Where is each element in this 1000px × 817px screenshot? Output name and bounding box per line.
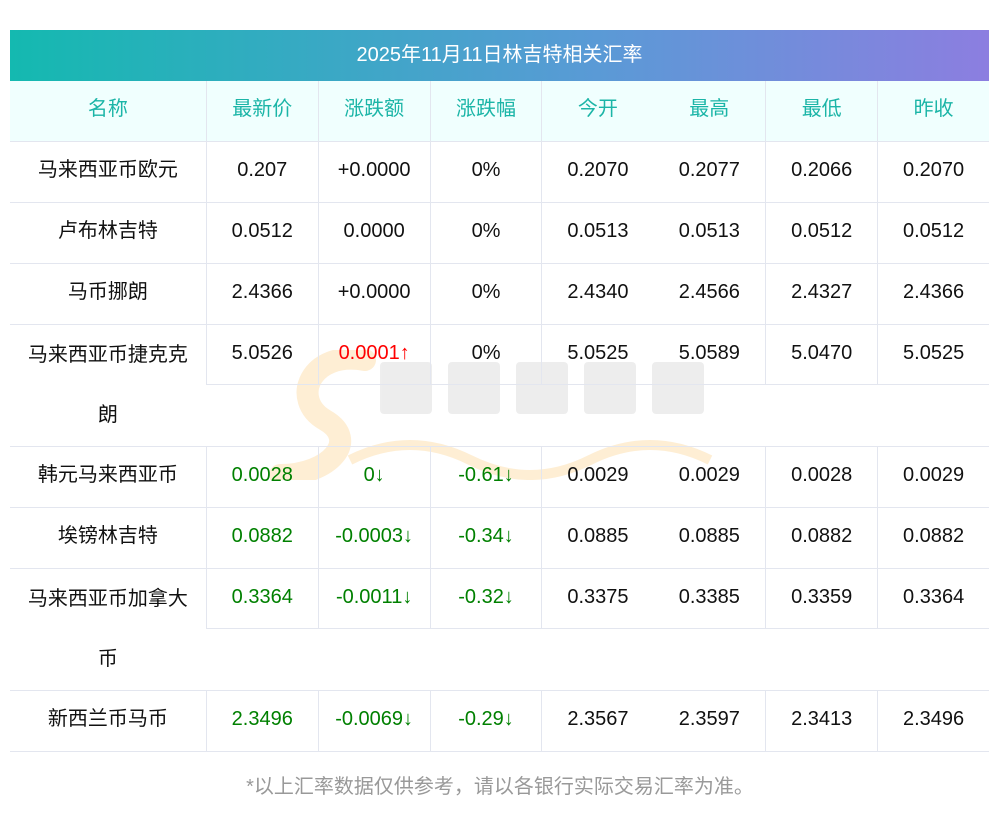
- cell-low: 0.0512: [765, 203, 877, 263]
- column-header: 最低: [765, 81, 877, 141]
- cell-prev: 0.0029: [877, 447, 989, 507]
- cell-low: 0.0028: [765, 447, 877, 507]
- table-header: 名称 最新价 涨跌额 涨跌幅 今开 最高 最低 昨收: [10, 81, 989, 142]
- cell-high: 2.3597: [678, 708, 740, 730]
- cell-latest: 2.4366: [205, 264, 318, 324]
- cell-change: 0↓: [317, 447, 430, 507]
- table-title: 2025年11月11日林吉特相关汇率: [10, 30, 989, 81]
- currency-pair-name: 韩元马来西亚币: [37, 464, 178, 486]
- cell-change: +0.0000: [317, 142, 430, 202]
- cell-prev: 0.0512: [877, 203, 989, 263]
- table-row: 马来西亚币捷克克朗 5.0526 0.0001↑ 0% 5.0525 5.0589 5.04…: [10, 325, 990, 447]
- table-row: 马币挪朗 2.4366 +0.0000 0% 2.4340 2.4566 2.4327 2.4…: [10, 264, 989, 325]
- cell-pct: -0.29↓: [429, 691, 542, 751]
- cell-pct: 0%: [429, 203, 542, 263]
- currency-pair-name: 马来西亚币加拿大币: [27, 588, 188, 670]
- cell-prev: 5.0525: [877, 325, 990, 385]
- cell-pct: -0.34↓: [429, 508, 542, 568]
- cell-pct: 0%: [429, 325, 542, 385]
- column-header: 今开: [541, 81, 653, 141]
- cell-change: +0.0000: [317, 264, 430, 324]
- cell-pct: -0.32↓: [429, 569, 542, 629]
- cell-open: 0.3375: [541, 569, 654, 629]
- cell-low: 2.3413: [765, 691, 877, 751]
- table-row: 韩元马来西亚币 0.0028 0↓ -0.61↓ 0.0029 0.0029 0.0028 0…: [10, 447, 989, 508]
- rates-table: 名称 最新价 涨跌额 涨跌幅 今开 最高 最低 昨收 马来西亚币欧元 0.207 +0.0000 0…: [10, 81, 990, 752]
- cell-low: 2.4327: [765, 264, 877, 324]
- cell-open: 5.0525: [541, 325, 654, 385]
- cell-prev: 2.3496: [877, 691, 989, 751]
- cell-high: 0.3385: [653, 569, 766, 629]
- cell-open: 0.0029: [541, 447, 653, 507]
- cell-latest: 0.0882: [205, 508, 318, 568]
- cell-change: 0.0000: [317, 203, 430, 263]
- cell-change: -0.0069↓: [317, 691, 430, 751]
- cell-latest: 0.0512: [205, 203, 318, 263]
- cell-low: 5.0470: [765, 325, 878, 385]
- column-header: 涨跌额: [317, 81, 430, 141]
- currency-pair-name: 马来西亚币欧元: [37, 159, 178, 181]
- cell-latest: 0.0028: [205, 447, 318, 507]
- column-header: 涨跌幅: [429, 81, 542, 141]
- cell-high: 0.0513: [678, 220, 740, 242]
- cell-change: -0.0003↓: [317, 508, 430, 568]
- cell-latest: 2.3496: [205, 691, 318, 751]
- cell-latest: 0.3364: [205, 569, 318, 629]
- cell-prev: 2.4366: [877, 264, 989, 324]
- cell-open: 0.0513: [541, 203, 653, 263]
- cell-latest: 5.0526: [205, 325, 318, 385]
- currency-pair-name: 马币挪朗: [67, 281, 148, 303]
- cell-low: 0.3359: [765, 569, 878, 629]
- table-row: 新西兰币马币 2.3496 -0.0069↓ -0.29↓ 2.3567 2.3597 2.…: [10, 691, 989, 752]
- column-header: 昨收: [877, 81, 989, 141]
- cell-high: 5.0589: [653, 325, 766, 385]
- currency-pair-name: 埃镑林吉特: [57, 525, 158, 547]
- cell-prev: 0.3364: [877, 569, 990, 629]
- currency-pair-name: 新西兰币马币: [47, 708, 168, 730]
- cell-high: 2.4566: [678, 281, 740, 303]
- table-row: 马来西亚币欧元 0.207 +0.0000 0% 0.2070 0.2077 0.2066 0…: [10, 142, 989, 203]
- cell-latest: 0.207: [205, 142, 318, 202]
- cell-high: 0.0885: [678, 525, 740, 547]
- cell-pct: -0.61↓: [429, 447, 542, 507]
- column-header: 最高: [689, 98, 730, 120]
- cell-change: 0.0001↑: [317, 325, 430, 385]
- cell-pct: 0%: [429, 264, 542, 324]
- cell-low: 0.2066: [765, 142, 877, 202]
- cell-open: 0.2070: [541, 142, 653, 202]
- column-header: 最新价: [205, 81, 318, 141]
- currency-pair-name: 卢布林吉特: [57, 220, 158, 242]
- cell-open: 2.4340: [541, 264, 653, 324]
- table-row: 卢布林吉特 0.0512 0.0000 0% 0.0513 0.0513 0.0512 0.0…: [10, 203, 989, 264]
- currency-pair-name: 马来西亚币捷克克朗: [27, 344, 188, 426]
- cell-low: 0.0882: [765, 508, 877, 568]
- cell-open: 0.0885: [541, 508, 653, 568]
- cell-change: -0.0011↓: [317, 569, 430, 629]
- table-row: 马来西亚币加拿大币 0.3364 -0.0011↓ -0.32↓ 0.3375 0.338…: [10, 569, 990, 691]
- cell-prev: 0.0882: [877, 508, 989, 568]
- cell-prev: 0.2070: [877, 142, 989, 202]
- disclaimer: *以上汇率数据仅供参考，请以各银行实际交易汇率为准。: [246, 776, 754, 798]
- column-header: 名称: [87, 98, 128, 120]
- table-row: 埃镑林吉特 0.0882 -0.0003↓ -0.34↓ 0.0885 0.0885 0.0…: [10, 508, 989, 569]
- cell-high: 0.0029: [678, 464, 740, 486]
- cell-high: 0.2077: [678, 159, 740, 181]
- cell-pct: 0%: [429, 142, 542, 202]
- cell-open: 2.3567: [541, 691, 653, 751]
